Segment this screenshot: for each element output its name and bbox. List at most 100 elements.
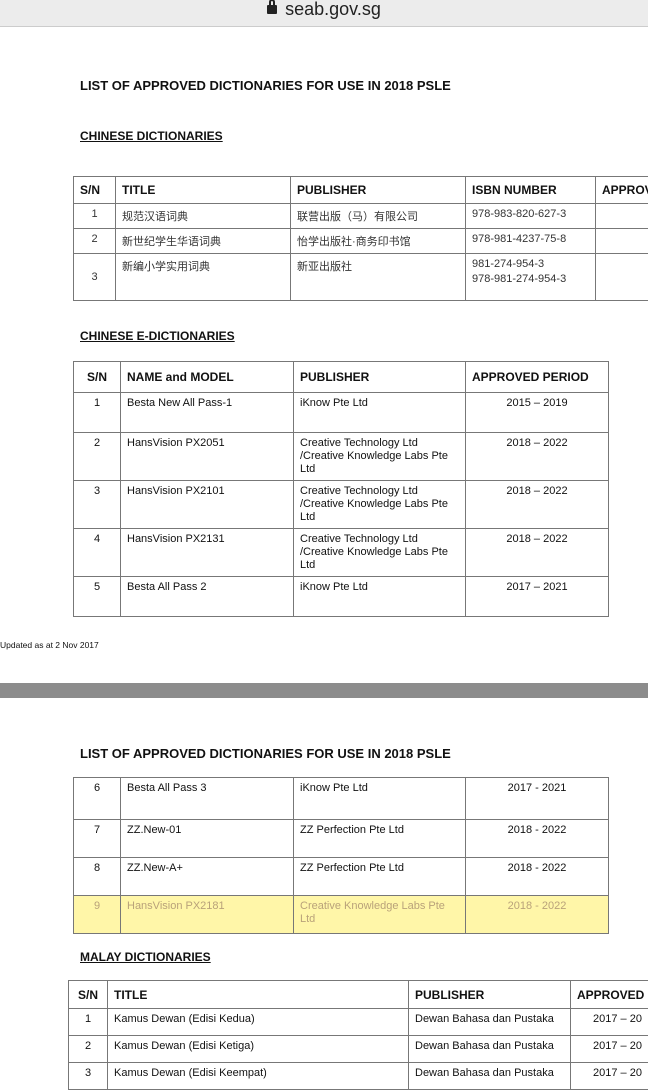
- cell: 2017 – 20: [571, 1036, 648, 1063]
- cell: 2018 – 2022: [466, 481, 609, 529]
- cell: 8: [74, 858, 121, 896]
- cell: HansVision PX2181: [121, 896, 294, 934]
- cell: 新亚出版社: [291, 254, 466, 301]
- col-header: ISBN NUMBER: [466, 177, 596, 204]
- cell: ZZ Perfection Pte Ltd: [294, 820, 466, 858]
- cell: Besta All Pass 2: [121, 577, 294, 617]
- cell: iKnow Pte Ltd: [294, 393, 466, 433]
- cell: Kamus Dewan (Edisi Kedua): [108, 1009, 409, 1036]
- col-header: S/N: [74, 177, 116, 204]
- cell: 1: [74, 204, 116, 229]
- cell: 978-981-4237-75-8: [466, 229, 596, 254]
- cell: 2: [74, 433, 121, 481]
- section-heading-e-dictionaries: CHINESE E-DICTIONARIES: [80, 329, 235, 343]
- cell: 新世纪学生华语词典: [116, 229, 291, 254]
- cell: 2: [69, 1036, 108, 1063]
- cell: 2017 – 20: [571, 1063, 648, 1090]
- cell: Creative Technology Ltd /Creative Knowle…: [294, 529, 466, 577]
- cell: 3: [69, 1063, 108, 1090]
- cell: 201: [596, 229, 648, 254]
- cell: 2017 - 2021: [466, 778, 609, 820]
- cell: 2017 – 20: [571, 1009, 648, 1036]
- cell: Creative Technology Ltd /Creative Knowle…: [294, 433, 466, 481]
- url-text: seab.gov.sg: [285, 0, 381, 19]
- cell: 2018 - 2022: [466, 858, 609, 896]
- section-heading-chinese: CHINESE DICTIONARIES: [80, 129, 223, 143]
- browser-address-bar[interactable]: seab.gov.sg: [0, 0, 648, 27]
- page-title: LIST OF APPROVED DICTIONARIES FOR USE IN…: [80, 746, 451, 761]
- cell: 7: [74, 820, 121, 858]
- cell: 怡学出版社·商务印书馆: [291, 229, 466, 254]
- col-header: S/N: [69, 981, 108, 1009]
- cell: 3: [74, 481, 121, 529]
- col-header: NAME and MODEL: [121, 362, 294, 393]
- cell: 2017 – 2021: [466, 577, 609, 617]
- cell: HansVision PX2051: [121, 433, 294, 481]
- cell: 规范汉语词典: [116, 204, 291, 229]
- cell: 2018 – 2022: [466, 529, 609, 577]
- cell: 1: [69, 1009, 108, 1036]
- cell: 6: [74, 778, 121, 820]
- cell: ZZ Perfection Pte Ltd: [294, 858, 466, 896]
- cell: HansVision PX2131: [121, 529, 294, 577]
- cell: 联营出版（马）有限公司: [291, 204, 466, 229]
- isbn-line: 978-981-274-954-3: [472, 273, 589, 285]
- page-separator: [0, 683, 648, 698]
- col-header: APPROVED PERIOD: [466, 362, 609, 393]
- table-row: 2新世纪学生华语词典怡学出版社·商务印书馆978-981-4237-75-820…: [74, 229, 648, 254]
- cell: HansVision PX2101: [121, 481, 294, 529]
- cell: 201: [596, 254, 648, 301]
- cell: 978-983-820-627-3: [466, 204, 596, 229]
- cell: 2: [74, 229, 116, 254]
- col-header: TITLE: [108, 981, 409, 1009]
- cell: 5: [74, 577, 121, 617]
- col-header: PUBLISHER: [291, 177, 466, 204]
- col-header: PUBLISHER: [409, 981, 571, 1009]
- cell: 3: [74, 254, 116, 301]
- cell: ZZ.New-01: [121, 820, 294, 858]
- page-title: LIST OF APPROVED DICTIONARIES FOR USE IN…: [80, 78, 451, 93]
- cell: Dewan Bahasa dan Pustaka: [409, 1036, 571, 1063]
- cell: iKnow Pte Ltd: [294, 778, 466, 820]
- col-header: APPROVED P: [571, 981, 648, 1009]
- cell: 981-274-954-3 978-981-274-954-3: [466, 254, 596, 301]
- isbn-line: 981-274-954-3: [472, 258, 589, 270]
- col-header: APPROV: [596, 177, 648, 204]
- col-header: PUBLISHER: [294, 362, 466, 393]
- col-header: S/N: [74, 362, 121, 393]
- section-heading-malay: MALAY DICTIONARIES: [80, 950, 211, 964]
- cell: 4: [74, 529, 121, 577]
- cell: 201: [596, 204, 648, 229]
- cell: Dewan Bahasa dan Pustaka: [409, 1009, 571, 1036]
- cell: iKnow Pte Ltd: [294, 577, 466, 617]
- cell: 1: [74, 393, 121, 433]
- col-header: TITLE: [116, 177, 291, 204]
- cell: 2018 - 2022: [466, 896, 609, 934]
- cell: 2018 – 2022: [466, 433, 609, 481]
- cell: Besta All Pass 3: [121, 778, 294, 820]
- cell: Kamus Dewan (Edisi Ketiga): [108, 1036, 409, 1063]
- cell: ZZ.New-A+: [121, 858, 294, 896]
- cell: 新编小学实用词典: [116, 254, 291, 301]
- cell: Kamus Dewan (Edisi Keempat): [108, 1063, 409, 1090]
- updated-note: Updated as at 2 Nov 2017: [0, 640, 99, 650]
- lock-icon: [267, 5, 277, 14]
